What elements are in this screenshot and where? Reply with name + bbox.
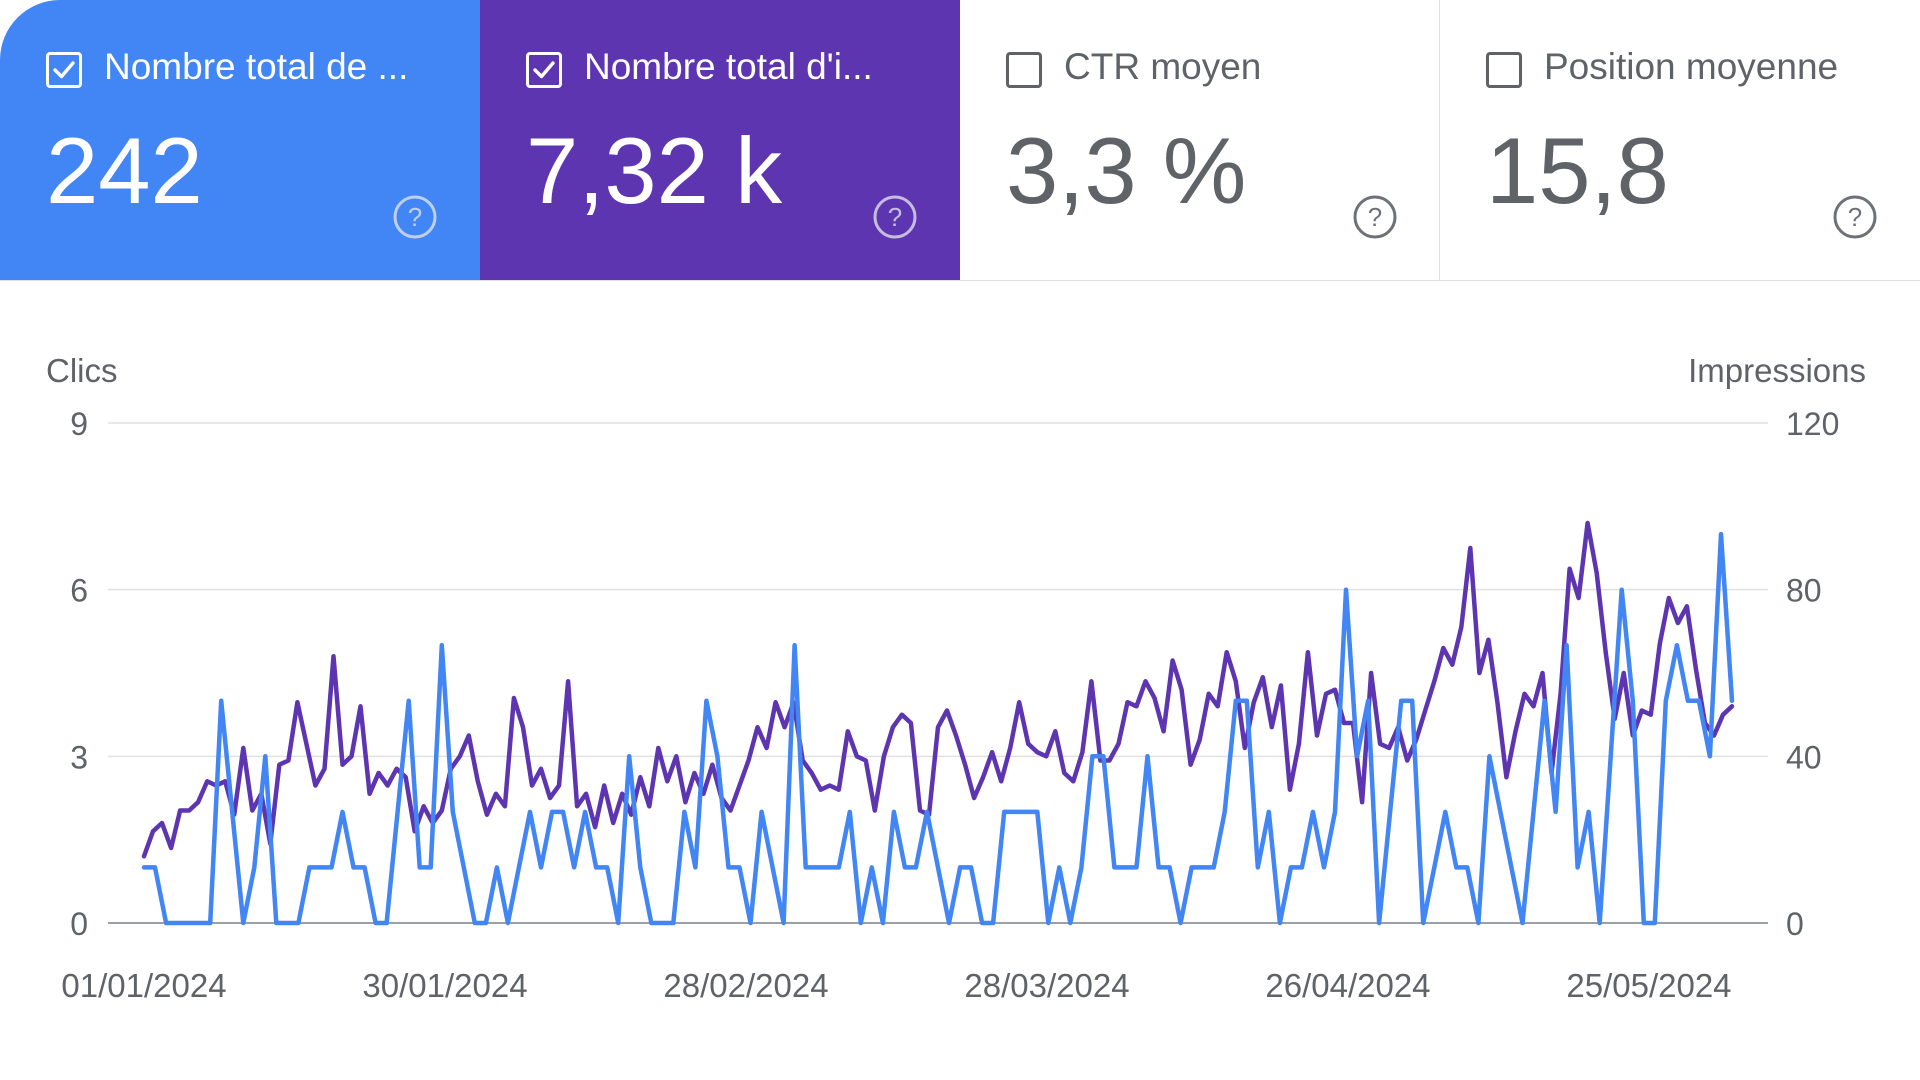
metric-tile-clicks[interactable]: Nombre total de ... 242 ?	[0, 0, 480, 280]
y-left-tick-label: 6	[70, 573, 88, 609]
metric-label: CTR moyen	[1064, 46, 1262, 87]
y-left-tick-label: 0	[70, 906, 88, 942]
help-icon[interactable]: ?	[392, 194, 438, 240]
y-left-tick-label: 3	[70, 739, 88, 775]
x-tick-label: 30/01/2024	[362, 967, 527, 1004]
svg-text:?: ?	[888, 202, 902, 232]
y-axis-right-ticks: 0 40 80 120	[1786, 406, 1839, 942]
y-right-tick-label: 0	[1786, 906, 1804, 942]
checkbox-icon[interactable]	[46, 52, 82, 88]
metric-value: 15,8	[1486, 118, 1669, 223]
metric-tile-position[interactable]: Position moyenne 15,8 ?	[1440, 0, 1920, 280]
metric-label: Position moyenne	[1544, 46, 1839, 87]
metric-value: 3,3 %	[1006, 118, 1247, 223]
checkbox-icon[interactable]	[1486, 52, 1522, 88]
x-tick-label: 25/05/2024	[1566, 967, 1731, 1004]
help-icon[interactable]: ?	[872, 194, 918, 240]
metric-label: Nombre total d'i...	[584, 46, 873, 87]
metric-value: 242	[46, 118, 203, 223]
metric-tiles: Nombre total de ... 242 ? Nombre total d…	[0, 0, 1920, 281]
y-right-tick-label: 40	[1786, 739, 1822, 775]
performance-chart: Clics Impressions 0 3 6 9 0 40 80 120 01/01/20…	[46, 352, 1866, 1004]
grid	[108, 422, 1768, 924]
x-tick-label: 28/02/2024	[663, 967, 828, 1004]
svg-text:?: ?	[1848, 202, 1862, 232]
y-axis-right-label: Impressions	[1688, 352, 1866, 389]
checkbox-icon[interactable]	[526, 52, 562, 88]
y-axis-left-label: Clics	[46, 352, 118, 389]
y-left-tick-label: 9	[70, 406, 88, 442]
svg-text:?: ?	[408, 202, 422, 232]
x-axis-ticks: 01/01/2024 30/01/2024 28/02/2024 28/03/2024…	[61, 967, 1731, 1004]
help-icon[interactable]: ?	[1832, 194, 1878, 240]
series	[141, 520, 1735, 926]
help-icon[interactable]: ?	[1352, 194, 1398, 240]
series-line-clics	[141, 531, 1735, 926]
y-right-tick-label: 80	[1786, 573, 1822, 609]
x-tick-label: 01/01/2024	[61, 967, 226, 1004]
y-axis-left-ticks: 0 3 6 9	[70, 406, 88, 942]
x-tick-label: 28/03/2024	[964, 967, 1129, 1004]
x-tick-label: 26/04/2024	[1265, 967, 1430, 1004]
svg-text:?: ?	[1368, 202, 1382, 232]
metric-tile-impressions[interactable]: Nombre total d'i... 7,32 k ?	[480, 0, 960, 280]
metric-tile-ctr[interactable]: CTR moyen 3,3 % ?	[960, 0, 1440, 280]
metric-value: 7,32 k	[526, 118, 783, 223]
series-line-impressions	[141, 520, 1735, 859]
metric-label: Nombre total de ...	[104, 46, 409, 87]
checkbox-icon[interactable]	[1006, 52, 1042, 88]
y-right-tick-label: 120	[1786, 406, 1839, 442]
